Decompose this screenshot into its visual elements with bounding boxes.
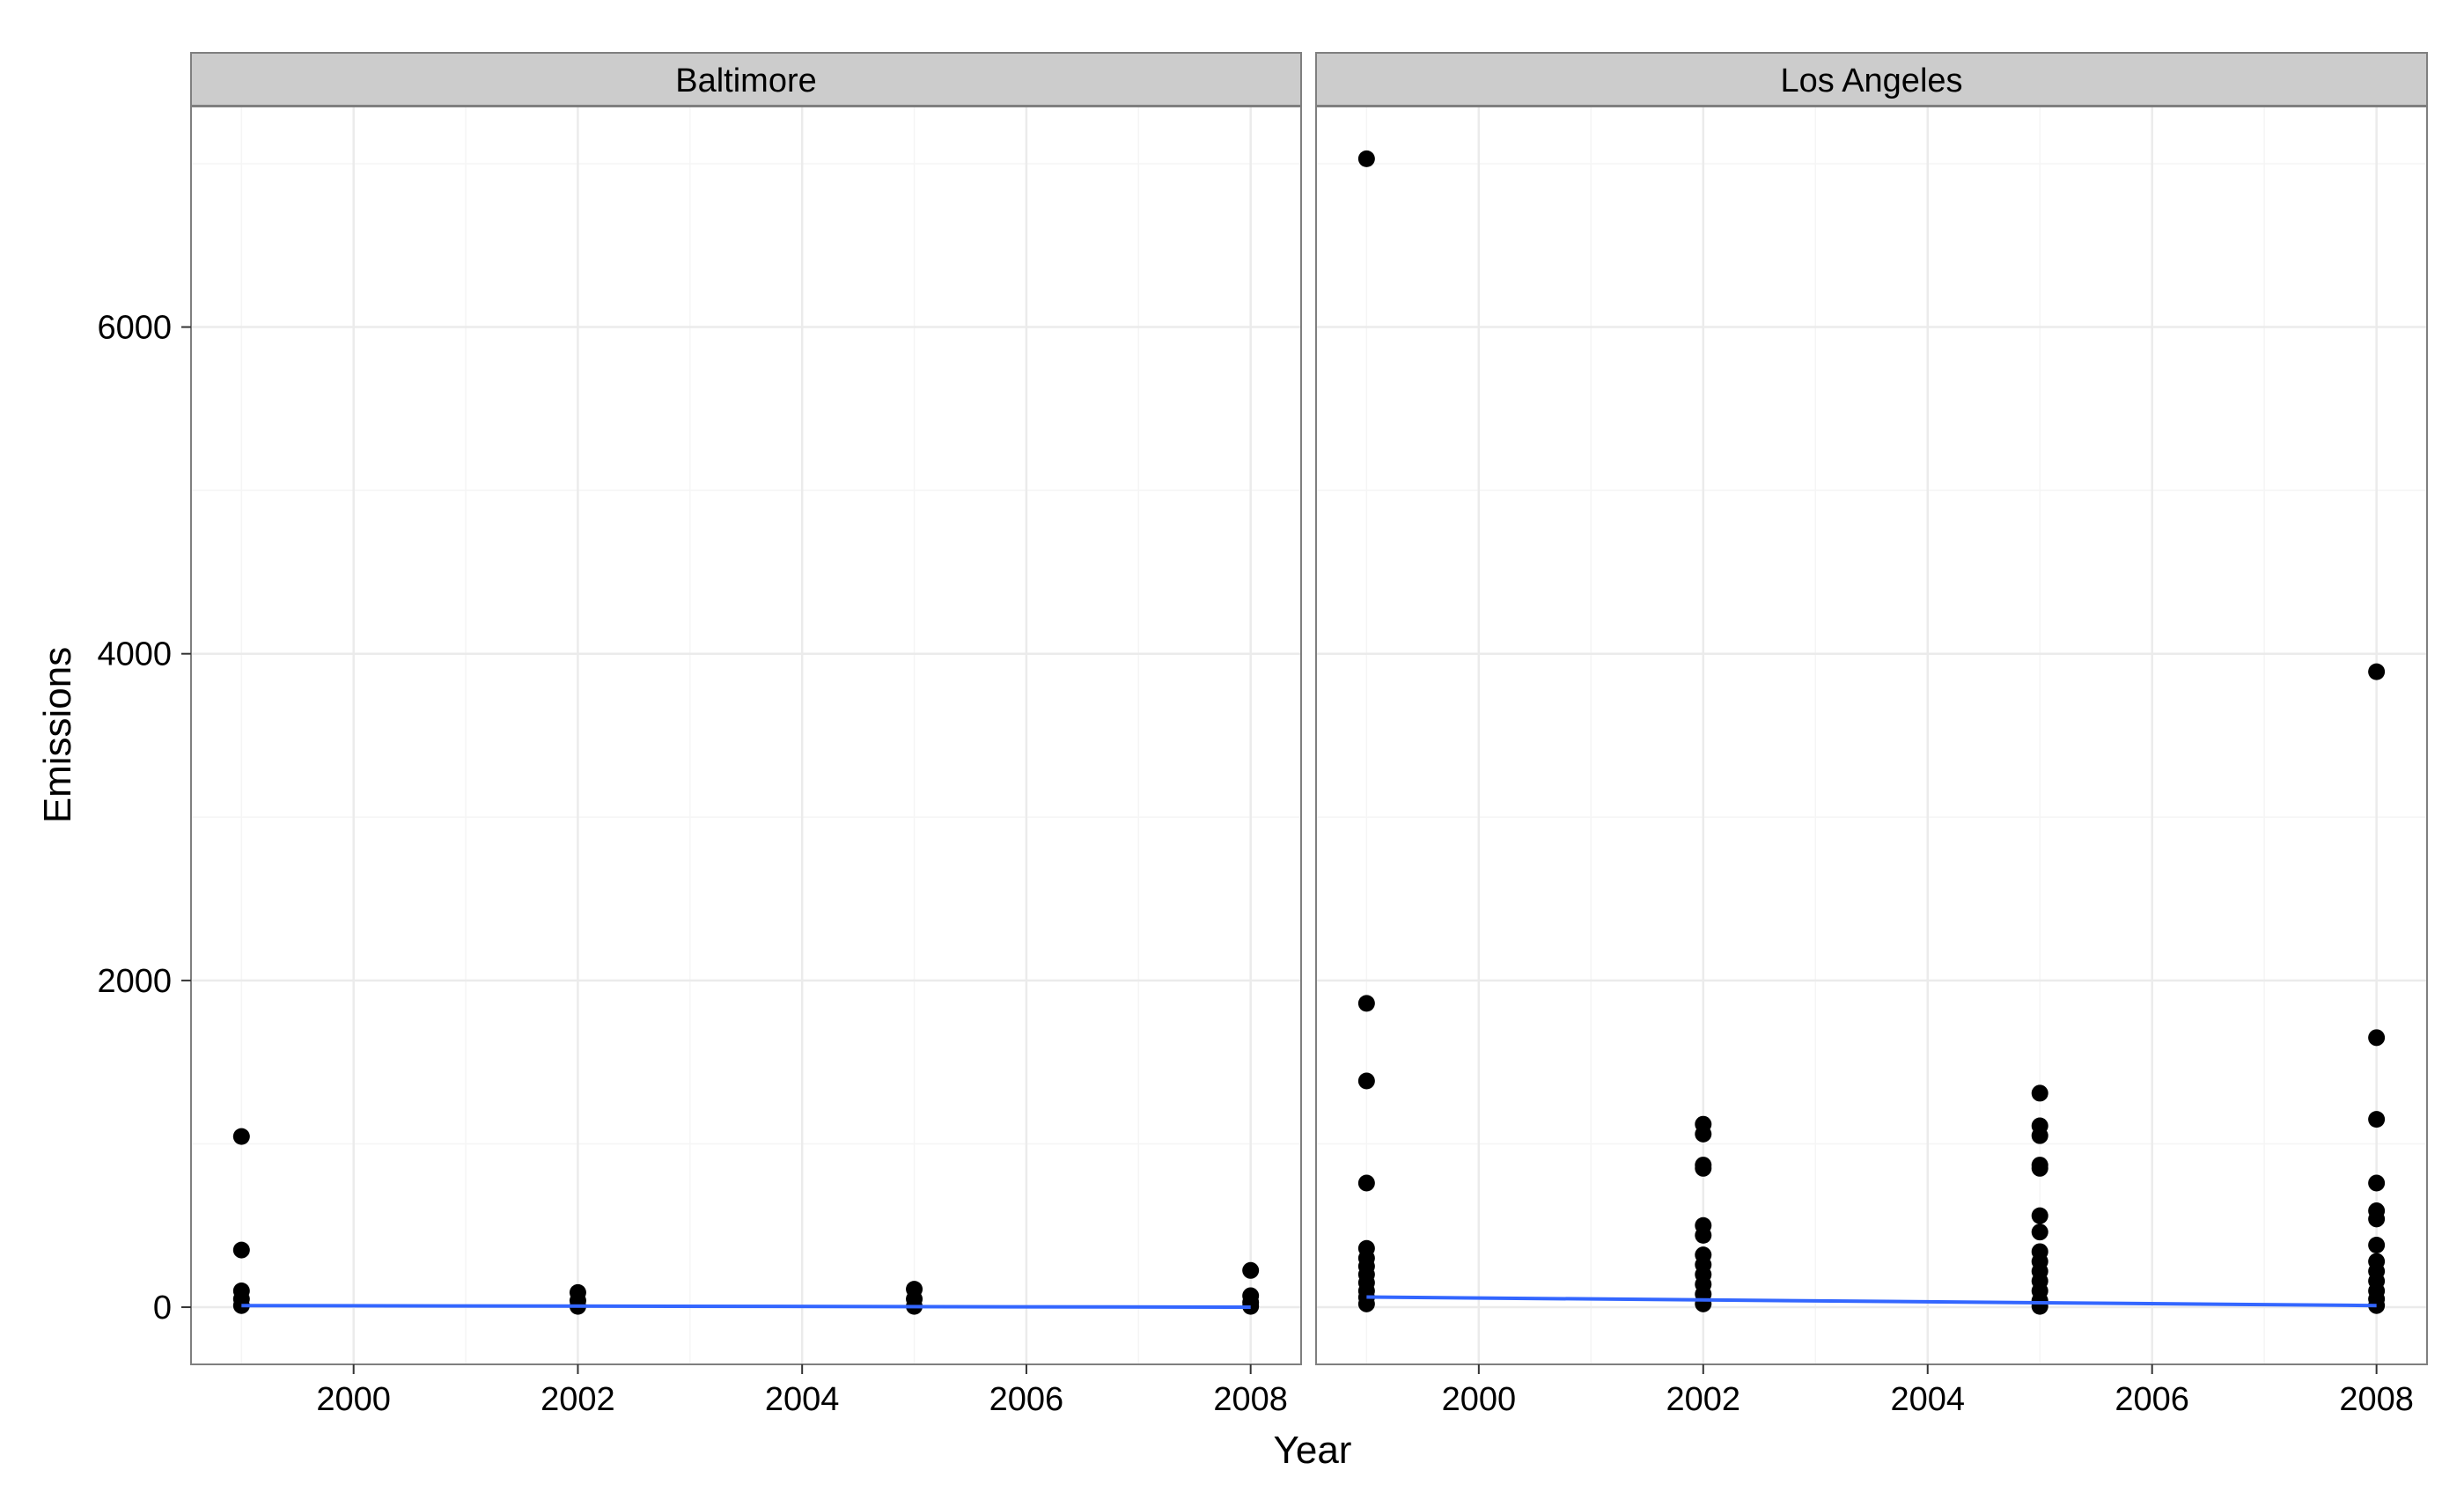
y-tick-label: 2000 xyxy=(97,963,172,1000)
data-point xyxy=(1695,1125,1712,1143)
data-point xyxy=(1357,1174,1375,1192)
data-point xyxy=(232,1128,250,1145)
data-point xyxy=(2368,663,2386,680)
data-point xyxy=(232,1241,250,1259)
data-point xyxy=(2031,1224,2048,1241)
facet-label: Baltimore xyxy=(675,62,817,99)
panels-layer: Baltimore 2000 2002 2004 2006 2008 0 2000 4000 60… xyxy=(97,52,2428,1418)
x-tick-label: 2004 xyxy=(765,1381,840,1418)
data-point xyxy=(2368,1029,2386,1047)
trend-line xyxy=(1366,1295,2377,1308)
y-tick-label: 6000 xyxy=(97,310,172,347)
data-point xyxy=(1695,1295,1712,1312)
x-tick-label: 2002 xyxy=(1666,1381,1741,1418)
x-tick-label: 2000 xyxy=(316,1381,391,1418)
y-tick-label: 0 xyxy=(153,1290,172,1327)
x-tick-label: 2006 xyxy=(989,1381,1064,1418)
data-point xyxy=(2031,1159,2048,1177)
data-point xyxy=(1357,150,1375,167)
x-tick-label: 2006 xyxy=(2115,1381,2189,1418)
data-point xyxy=(1242,1261,1260,1279)
data-point xyxy=(1695,1159,1712,1177)
data-point xyxy=(2031,1207,2048,1224)
panel-1: Los Angeles 2000 2002 2004 2006 2008 xyxy=(1315,52,2428,1418)
data-point xyxy=(2368,1237,2386,1254)
facet-strip xyxy=(1315,52,2428,107)
data-point xyxy=(1357,1072,1375,1090)
data-point xyxy=(2368,1210,2386,1228)
y-tick-label: 4000 xyxy=(97,636,172,673)
facet-label: Los Angeles xyxy=(1780,62,1962,99)
data-point xyxy=(2031,1084,2048,1102)
x-tick-label: 2004 xyxy=(1890,1381,1965,1418)
data-point xyxy=(1357,995,1375,1012)
plot-background xyxy=(1316,107,2427,1364)
trend-line xyxy=(241,1304,1251,1310)
data-point xyxy=(1695,1226,1712,1244)
plot-background xyxy=(191,107,1301,1364)
panel-0: Baltimore 2000 2002 2004 2006 2008 0 2000 4000 60… xyxy=(97,52,1302,1418)
facet-strip xyxy=(190,52,1302,107)
x-tick-label: 2008 xyxy=(2339,1381,2414,1418)
data-point xyxy=(2031,1297,2048,1315)
x-tick-label: 2000 xyxy=(1442,1381,1517,1418)
data-point xyxy=(2368,1174,2386,1192)
x-tick-label: 2008 xyxy=(1213,1381,1288,1418)
data-point xyxy=(2031,1127,2048,1144)
data-point xyxy=(1357,1295,1375,1312)
x-tick-label: 2002 xyxy=(541,1381,615,1418)
x-axis-title: Year xyxy=(1274,1429,1352,1472)
data-point xyxy=(2368,1111,2386,1128)
y-axis-title: Emissions xyxy=(36,647,79,824)
